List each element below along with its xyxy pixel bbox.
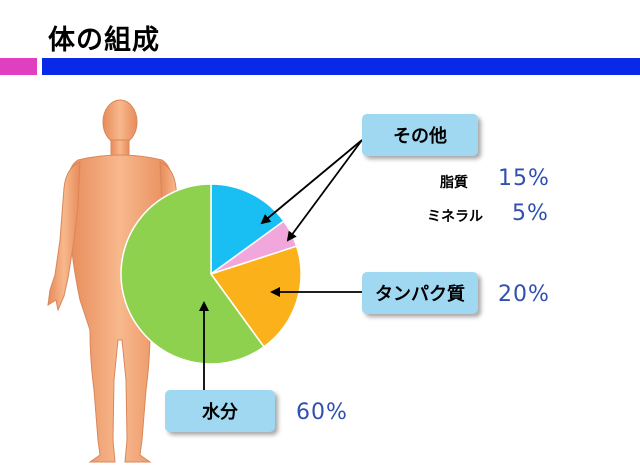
- arrow-other-to-mineral: [286, 139, 363, 242]
- arrows: [199, 139, 363, 392]
- pie-slice-3: [120, 183, 265, 365]
- protein-percent: 20%: [498, 282, 550, 307]
- title-accent-bar-blue: [42, 58, 640, 75]
- title-accent-bar-pink: [0, 58, 37, 75]
- mineral-label: ミネラル: [427, 209, 483, 225]
- callout-protein: タンパク質: [362, 272, 478, 314]
- pie-chart: [120, 183, 302, 365]
- callout-other: その他: [362, 114, 478, 156]
- fat-label: 脂質: [440, 175, 468, 191]
- callout-water: 水分: [165, 390, 275, 432]
- pie-slice-2: [209, 245, 302, 348]
- arrow-other-to-fat: [260, 139, 363, 225]
- page-title: 体の組成: [48, 25, 160, 56]
- pie-slice-0: [210, 183, 285, 276]
- water-percent: 60%: [296, 400, 348, 425]
- fat-percent: 15%: [498, 166, 550, 191]
- mineral-percent: 5%: [512, 201, 549, 226]
